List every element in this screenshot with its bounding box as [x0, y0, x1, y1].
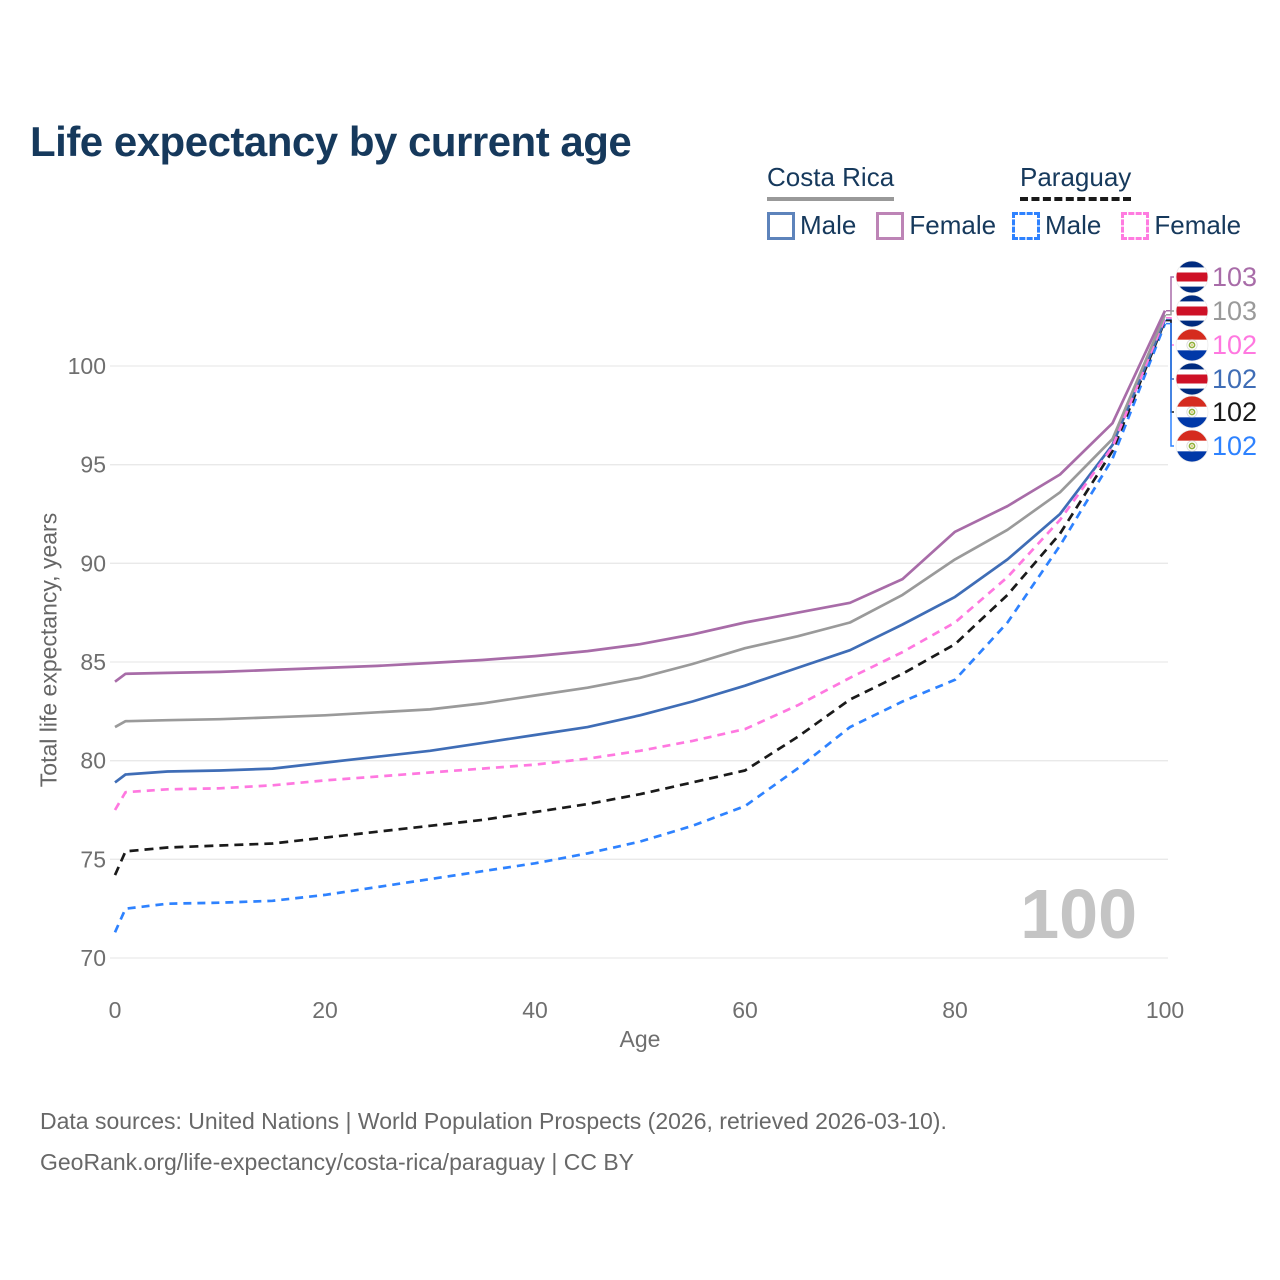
- series-line-paraguay-male: [113, 323, 1167, 933]
- flag-ring: [1175, 294, 1209, 328]
- y-tick-label: 90: [80, 550, 106, 576]
- y-tick-label: 80: [80, 748, 106, 774]
- x-axis-title: Age: [619, 1026, 661, 1052]
- end-value-label-costa-rica-both-sexes: 103: [1212, 296, 1257, 326]
- series-line-paraguay-both-sexes: [113, 320, 1167, 876]
- flag-ring: [1175, 395, 1209, 429]
- x-tick-label: 0: [109, 997, 122, 1023]
- end-value-label-costa-rica-male: 102: [1212, 364, 1257, 394]
- flag-ring: [1175, 362, 1209, 396]
- legend-item-costa-rica-male[interactable]: Male: [767, 210, 856, 241]
- legend-group-costa-rica: Costa Rica Male Female: [767, 162, 1016, 241]
- series-line-costa-rica-both-sexes: [114, 314, 1167, 729]
- legend-row-paraguay: Male Female: [1012, 210, 1261, 241]
- costa-rica-male-swatch-icon: [767, 211, 795, 240]
- y-axis-title: Total life expectancy, years: [35, 512, 62, 788]
- legend-item-costa-rica-female[interactable]: Female: [876, 210, 996, 241]
- legend-country-paraguay[interactable]: Paraguay: [1020, 162, 1132, 201]
- leader-line-paraguay-female: [1166, 316, 1174, 346]
- page-title: Life expectancy by current age: [30, 118, 632, 166]
- paraguay-male-swatch-icon: [1012, 211, 1040, 240]
- legend-row-costa-rica: Male Female: [767, 210, 1016, 241]
- paraguay-female-swatch-icon: [1121, 211, 1150, 240]
- y-tick-label: 75: [80, 846, 106, 872]
- x-tick-label: 60: [732, 997, 758, 1023]
- legend-group-paraguay: Paraguay Male Female: [1012, 162, 1261, 241]
- attribution-line: GeoRank.org/life-expectancy/costa-rica/p…: [40, 1149, 635, 1175]
- series-line-costa-rica-female: [114, 310, 1167, 683]
- data-sources-line: Data sources: United Nations | World Pop…: [40, 1108, 947, 1134]
- legend-item-label: Female: [909, 210, 997, 240]
- y-tick-label: 95: [80, 452, 106, 478]
- legend-country-costa-rica[interactable]: Costa Rica: [767, 162, 895, 201]
- flag-icon-costa-rica: [1176, 261, 1208, 293]
- leader-line-costa-rica-both-sexes: [1166, 310, 1174, 316]
- series-line-paraguay-female: [113, 317, 1167, 811]
- legend-item-label: Female: [1154, 210, 1242, 240]
- x-tick-label: 80: [942, 997, 968, 1023]
- y-tick-label: 85: [80, 649, 106, 675]
- end-value-label-paraguay-male: 102: [1212, 431, 1257, 461]
- x-tick-label: 100: [1146, 997, 1184, 1023]
- x-tick-label: 20: [312, 997, 338, 1023]
- age-watermark: 100: [1020, 875, 1137, 953]
- flag-icon-paraguay: [1176, 396, 1208, 428]
- legend-item-paraguay-female[interactable]: Female: [1121, 210, 1241, 241]
- end-value-label-costa-rica-female: 103: [1212, 262, 1257, 292]
- flag-icon-paraguay: [1176, 329, 1208, 361]
- legend-item-paraguay-male[interactable]: Male: [1012, 210, 1101, 241]
- end-value-label-paraguay-both-sexes: 102: [1212, 397, 1257, 427]
- flag-icon-costa-rica: [1176, 363, 1208, 395]
- end-value-label-paraguay-female: 102: [1212, 330, 1257, 360]
- leader-line-paraguay-male: [1166, 322, 1174, 447]
- leader-line-costa-rica-female: [1166, 276, 1174, 312]
- y-tick-label: 70: [80, 945, 106, 971]
- flag-ring: [1175, 328, 1209, 362]
- flag-icon-costa-rica: [1176, 295, 1208, 327]
- y-tick-label: 100: [68, 353, 106, 379]
- legend-item-label: Male: [800, 210, 857, 240]
- series-line-costa-rica-male: [114, 319, 1167, 784]
- flag-ring: [1175, 260, 1209, 294]
- leader-line-costa-rica-male: [1166, 318, 1174, 380]
- legend-item-label: Male: [1045, 210, 1102, 240]
- x-tick-label: 40: [522, 997, 548, 1023]
- costa-rica-female-swatch-icon: [876, 211, 905, 240]
- flag-ring: [1175, 429, 1209, 463]
- flag-icon-paraguay: [1176, 430, 1208, 462]
